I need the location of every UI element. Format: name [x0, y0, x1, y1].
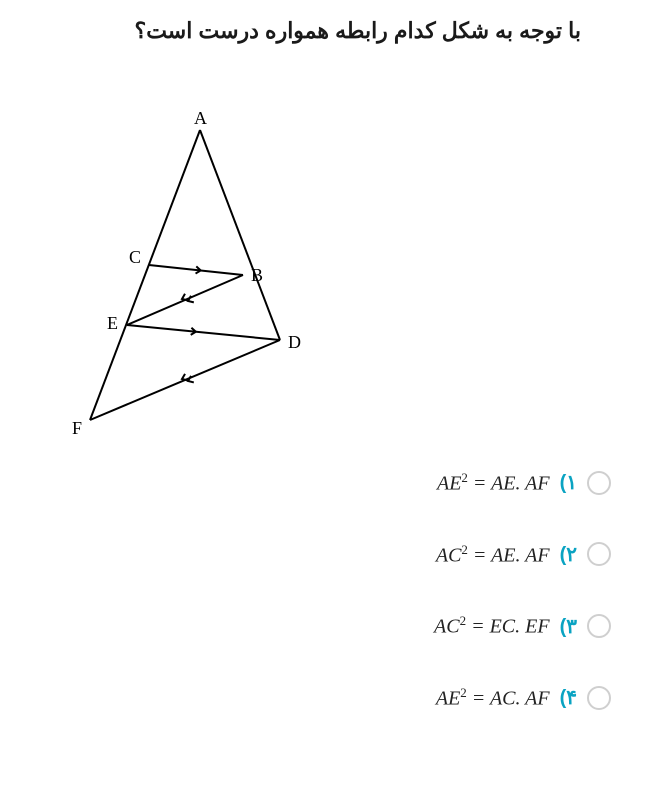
line-ED	[127, 325, 280, 340]
option-3-math: AC2 = EC. EF	[434, 613, 550, 639]
option-1-number: ۱)	[560, 470, 577, 495]
radio-icon[interactable]	[587, 686, 611, 710]
label-A: A	[194, 110, 207, 128]
radio-icon[interactable]	[587, 614, 611, 638]
geometry-diagram: A B C D E F	[40, 110, 320, 440]
label-E: E	[107, 313, 118, 333]
option-2-math: AC2 = AE. AF	[436, 542, 550, 568]
option-2[interactable]: AC2 = AE. AF ۲)	[434, 542, 611, 568]
option-1-math: AE2 = AE. AF	[437, 470, 550, 496]
option-3[interactable]: AC2 = EC. EF ۳)	[434, 613, 611, 639]
option-4-math: AE2 = AC. AF	[436, 685, 550, 711]
options-list: AE2 = AE. AF ۱) AC2 = AE. AF ۲) AC2 = EC…	[434, 470, 611, 711]
option-3-number: ۳)	[560, 614, 577, 639]
parallel-marks	[182, 266, 201, 382]
option-4-number: ۴)	[560, 685, 577, 710]
line-AD	[200, 130, 280, 340]
question-text: با توجه به شکل کدام رابطه همواره درست اس…	[100, 12, 581, 49]
label-C: C	[129, 247, 141, 267]
radio-icon[interactable]	[587, 471, 611, 495]
option-2-number: ۲)	[560, 542, 577, 567]
radio-icon[interactable]	[587, 542, 611, 566]
option-1[interactable]: AE2 = AE. AF ۱)	[434, 470, 611, 496]
option-4[interactable]: AE2 = AC. AF ۴)	[434, 685, 611, 711]
label-B: B	[251, 265, 263, 285]
label-D: D	[288, 332, 301, 352]
label-F: F	[72, 418, 82, 438]
